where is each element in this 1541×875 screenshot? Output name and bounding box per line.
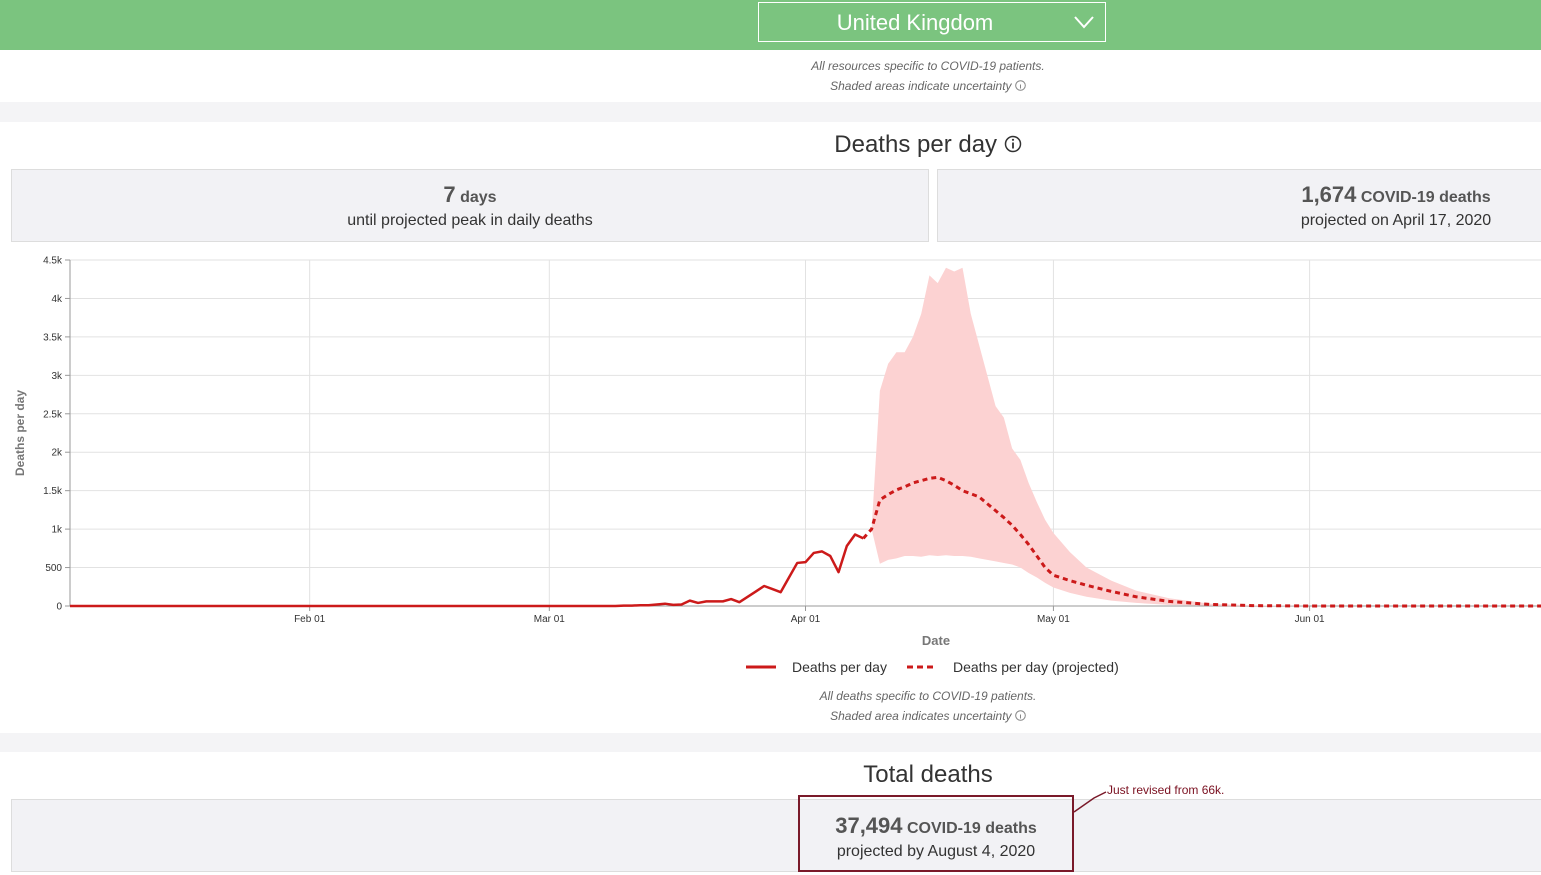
y-tick-label: 1k [51, 525, 63, 536]
note-text: Shaded area indicates uncertainty [830, 709, 1012, 723]
x-tick-label: May 01 [1037, 614, 1070, 625]
info-icon[interactable] [1015, 710, 1026, 721]
location-name: United Kingdom [836, 10, 994, 35]
stat-unit: COVID-19 deaths [906, 820, 1037, 837]
stat-caption: projected by August 4, 2020 [836, 843, 1036, 860]
section-title: Deaths per day [728, 131, 1128, 159]
annotation-line [1073, 791, 1107, 813]
y-tick-label: 4k [51, 294, 63, 305]
header-notes-panel [0, 50, 1541, 102]
series-line [70, 533, 864, 608]
note: All deaths specific to COVID-19 patients… [819, 689, 1037, 703]
location-dropdown[interactable]: United Kingdom [758, 2, 1106, 42]
y-tick-label: 2k [51, 448, 63, 459]
legend-label: Deaths per day [792, 659, 887, 675]
x-tick-label: Feb 01 [294, 614, 326, 625]
stat-number: 1,674 [1301, 182, 1357, 207]
stat-number: 7 [443, 182, 456, 207]
legend-label: Deaths per day (projected) [953, 659, 1119, 675]
x-tick-label: Mar 01 [534, 614, 566, 625]
stat-content: 1,674 COVID-19 deaths projected on April… [938, 182, 1541, 230]
stat-unit: days [460, 189, 497, 206]
x-tick-label: Apr 01 [791, 614, 821, 625]
section-title: Total deaths [863, 761, 993, 788]
note: Shaded area indicates uncertainty [728, 709, 1128, 723]
stat-number: 37,494 [835, 813, 903, 838]
section-title-text: Deaths per day [834, 131, 998, 158]
stat-caption: projected on April 17, 2020 [1300, 212, 1492, 229]
series-line [862, 475, 1541, 608]
stat-caption: until projected peak in daily deaths [347, 212, 593, 229]
uncertainty-band [871, 267, 1310, 606]
annotation: Just revised from 66k. [1107, 783, 1225, 797]
dropdown-arrow [1074, 16, 1094, 29]
highlight-box: 37,494 COVID-19 deaths projected by Augu… [798, 795, 1074, 872]
y-tick-label: 4.5k [43, 256, 63, 267]
y-tick-label: 500 [45, 563, 62, 574]
stat-box: 7 days until projected peak in daily dea… [11, 169, 929, 242]
chart: 0 500 1k 1.5k 2k 2.5k 3k 3.5k 4k 4.5k Feb 01 Mar 01… [13, 256, 1541, 675]
x-axis-label: Date [922, 633, 950, 648]
y-tick-label: 1.5k [43, 486, 63, 497]
note: Shaded areas indicate uncertainty [728, 79, 1128, 93]
y-tick-label: 0 [56, 602, 62, 613]
y-axis-label: Deaths per day [13, 390, 27, 476]
info-icon[interactable] [1004, 135, 1022, 153]
y-tick-label: 3.5k [43, 332, 63, 343]
note: All resources specific to COVID-19 patie… [811, 59, 1045, 73]
y-tick-label: 3k [51, 371, 63, 382]
stat-box: 1,674 COVID-19 deaths projected on April… [937, 169, 1541, 242]
y-tick-label: 2.5k [43, 409, 63, 420]
stat-box [11, 799, 1541, 872]
info-icon[interactable] [1015, 80, 1026, 91]
x-tick-label: Jun 01 [1295, 614, 1325, 625]
note-text: Shaded areas indicate uncertainty [830, 79, 1012, 93]
stat-unit: COVID-19 deaths [1360, 189, 1491, 206]
